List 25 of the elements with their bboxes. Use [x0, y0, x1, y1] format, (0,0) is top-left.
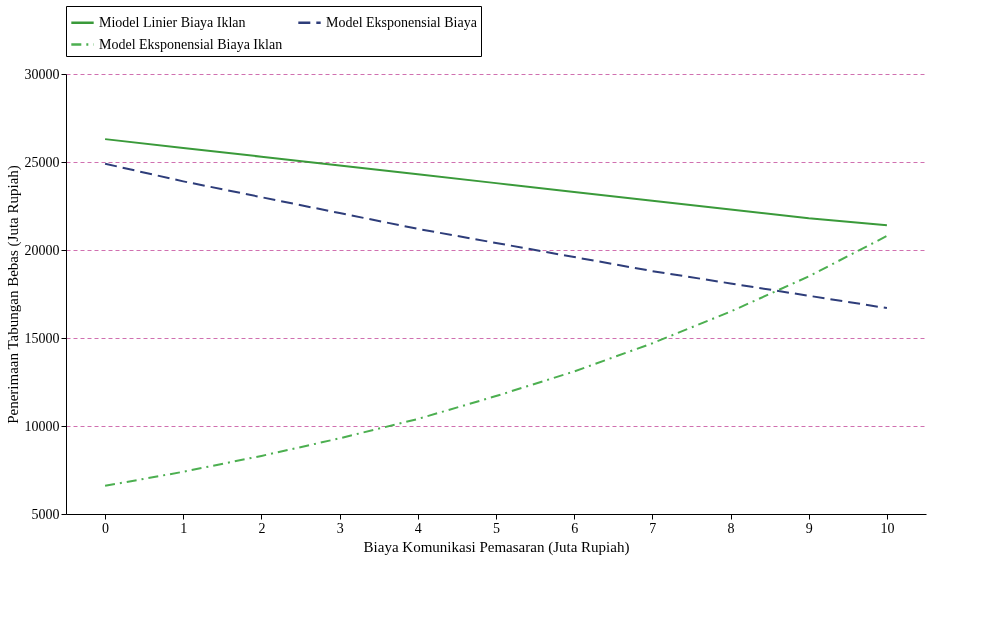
x-tick-label: 6: [571, 520, 579, 536]
y-tick-label: 5000: [31, 506, 60, 522]
x-axis-title: Biaya Komunikasi Pemasaran (Juta Rupiah): [363, 538, 630, 556]
legend-label: Model Eksponensial Biaya: [326, 14, 478, 30]
x-tick-label: 2: [258, 520, 266, 536]
y-tick-label: 10000: [24, 418, 60, 434]
legend-label: Model Eksponensial Biaya Iklan: [99, 36, 283, 52]
x-tick-label: 8: [727, 520, 735, 536]
line-series: [104, 162, 888, 310]
y-tick-label: 30000: [24, 66, 60, 82]
line-series: [104, 138, 888, 227]
y-tick-label: 25000: [24, 154, 60, 170]
x-tick-label: 10: [880, 520, 895, 536]
x-tick-label: 7: [649, 520, 657, 536]
y-axis-title: Penerimaan Tabungan Bebas (Juta Rupiah): [4, 165, 22, 424]
legend-label: Miodel Linier Biaya Iklan: [99, 14, 246, 30]
x-tick-label: 0: [102, 520, 110, 536]
y-tick-label: 20000: [24, 242, 60, 258]
x-tick-label: 4: [414, 520, 422, 536]
y-tick-label: 15000: [24, 330, 60, 346]
x-tick-label: 9: [805, 520, 813, 536]
x-tick-label: 5: [493, 520, 500, 536]
x-tick-label: 3: [336, 520, 344, 536]
line-series: [104, 234, 888, 487]
x-tick-label: 1: [180, 520, 188, 536]
